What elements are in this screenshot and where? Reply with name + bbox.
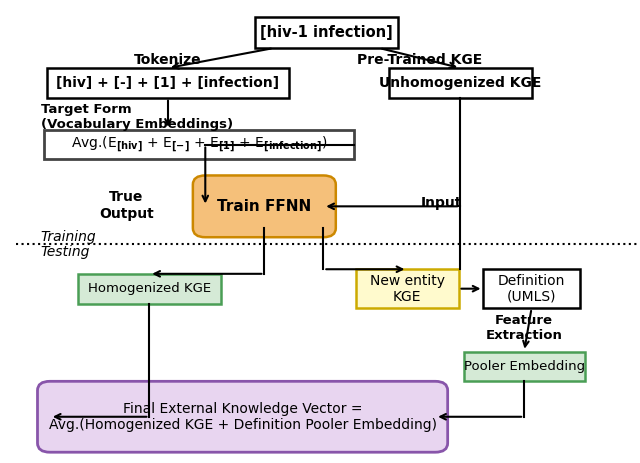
Text: Target Form
(Vocabulary Embeddings): Target Form (Vocabulary Embeddings) bbox=[40, 103, 233, 131]
FancyBboxPatch shape bbox=[356, 269, 458, 308]
Text: Feature
Extraction: Feature Extraction bbox=[486, 313, 563, 342]
Text: Train FFNN: Train FFNN bbox=[217, 199, 312, 214]
Text: Tokenize: Tokenize bbox=[134, 52, 202, 67]
FancyBboxPatch shape bbox=[255, 17, 398, 48]
Text: Homogenized KGE: Homogenized KGE bbox=[88, 282, 211, 295]
Text: Training: Training bbox=[40, 230, 96, 244]
Text: True
Output: True Output bbox=[99, 190, 154, 220]
FancyBboxPatch shape bbox=[193, 175, 336, 237]
FancyBboxPatch shape bbox=[483, 269, 580, 308]
Text: Unhomogenized KGE: Unhomogenized KGE bbox=[379, 76, 541, 90]
FancyBboxPatch shape bbox=[47, 68, 289, 98]
FancyBboxPatch shape bbox=[78, 274, 221, 304]
Text: Definition
(UMLS): Definition (UMLS) bbox=[498, 274, 565, 304]
Text: [hiv] + [-] + [1] + [infection]: [hiv] + [-] + [1] + [infection] bbox=[56, 76, 280, 90]
Text: Final External Knowledge Vector =
Avg.(Homogenized KGE + Definition Pooler Embed: Final External Knowledge Vector = Avg.(H… bbox=[49, 402, 436, 432]
Text: [hiv-1 infection]: [hiv-1 infection] bbox=[260, 25, 393, 40]
Text: Testing: Testing bbox=[40, 245, 90, 259]
Text: Input: Input bbox=[421, 196, 462, 210]
FancyBboxPatch shape bbox=[44, 130, 355, 159]
Text: Pre-Trained KGE: Pre-Trained KGE bbox=[357, 52, 483, 67]
FancyBboxPatch shape bbox=[38, 382, 447, 452]
Text: Pooler Embedding: Pooler Embedding bbox=[463, 360, 585, 373]
Text: Avg.(E$_{\mathbf{[hiv]}}$ + E$_{\mathbf{[-]}}$ + E$_{\mathbf{[1]}}$ + E$_{\mathb: Avg.(E$_{\mathbf{[hiv]}}$ + E$_{\mathbf{… bbox=[71, 134, 327, 155]
FancyBboxPatch shape bbox=[463, 351, 585, 382]
Text: New entity
KGE: New entity KGE bbox=[370, 274, 445, 304]
FancyBboxPatch shape bbox=[388, 68, 532, 98]
